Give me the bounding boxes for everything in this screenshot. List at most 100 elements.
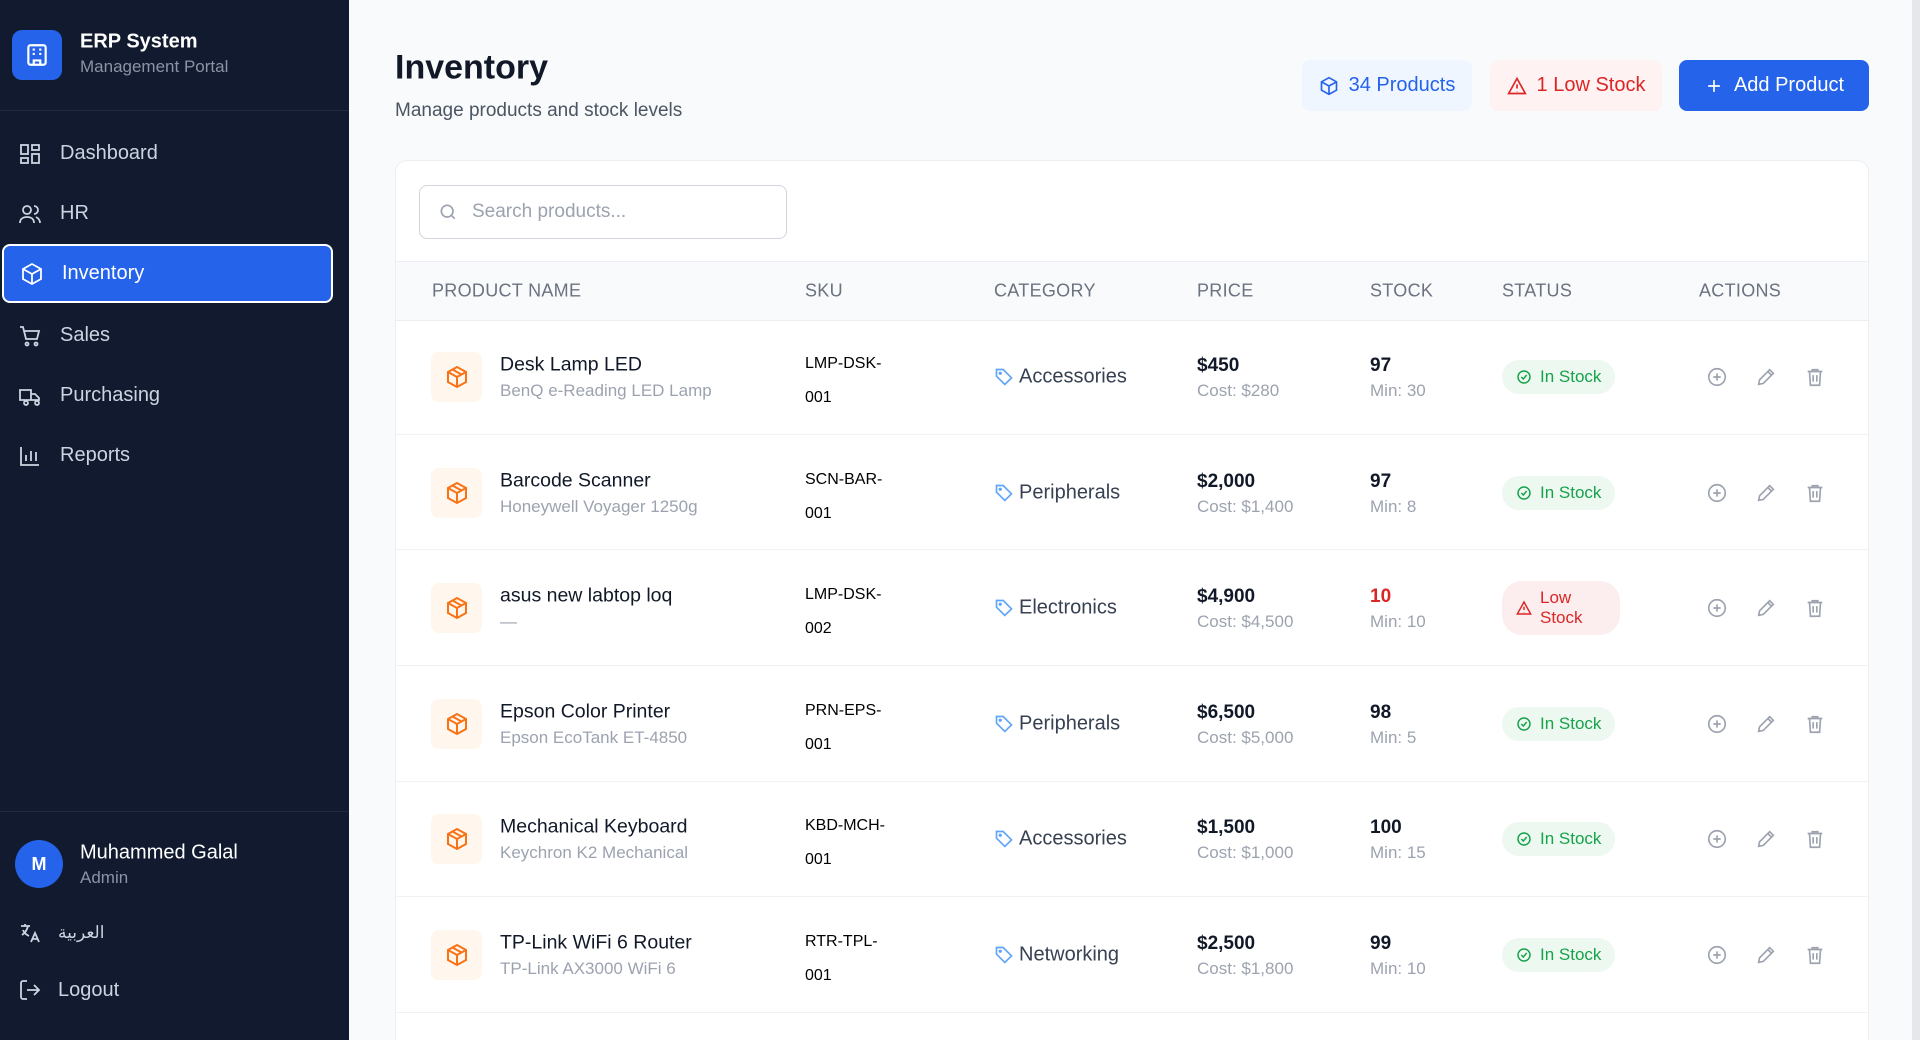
- sku: 001: [805, 967, 832, 984]
- table-row: [396, 550, 1868, 666]
- search-box[interactable]: Search products...: [419, 185, 787, 239]
- logo: [12, 30, 62, 80]
- brand-title: ERP System: [80, 30, 198, 53]
- product-icon: [431, 930, 482, 980]
- product-icon: [431, 583, 482, 634]
- add-stock-button[interactable]: [1706, 482, 1728, 509]
- sku: LMP-DSK-: [805, 355, 882, 372]
- category-icon: [994, 367, 1014, 392]
- search-placeholder: Search products...: [472, 201, 627, 222]
- column-header: PRICE: [1197, 280, 1254, 301]
- sku: 001: [805, 851, 832, 869]
- scrollbar: [1912, 0, 1920, 1040]
- product-icon: [431, 698, 482, 749]
- edit-button[interactable]: [1755, 944, 1777, 971]
- edit-button[interactable]: [1755, 366, 1777, 393]
- cost: Cost: $1,800: [1197, 959, 1294, 978]
- edit-button[interactable]: [1755, 597, 1777, 624]
- sku: PRN-EPS-: [805, 701, 882, 719]
- delete-button[interactable]: [1804, 597, 1826, 624]
- table-row: [396, 666, 1868, 782]
- nav-item[interactable]: Inventory: [2, 244, 333, 303]
- product-description: Honeywell Voyager 1250g: [500, 496, 698, 516]
- category: Accessories: [1019, 365, 1127, 388]
- products-count: 34 Products: [1348, 74, 1456, 96]
- user-role: Admin: [80, 868, 129, 887]
- price: $2,500: [1197, 933, 1256, 954]
- status-label: In Stock: [1540, 945, 1602, 964]
- price: $2,000: [1197, 470, 1256, 492]
- add-stock-button[interactable]: [1706, 366, 1728, 393]
- product-description: TP-Link AX3000 WiFi 6: [500, 959, 676, 978]
- delete-button[interactable]: [1804, 366, 1826, 393]
- product-icon: [431, 814, 482, 865]
- nav-item[interactable]: Reports: [2, 426, 333, 485]
- status-badge: In Stock: [1502, 938, 1616, 972]
- add-product-button[interactable]: Add Product: [1679, 60, 1869, 111]
- sku: KBD-MCH-: [805, 817, 885, 835]
- logout-label: Logout: [58, 978, 120, 1001]
- stock-min: Min: 10: [1370, 612, 1426, 632]
- add-stock-button[interactable]: [1706, 828, 1728, 855]
- stock: 98: [1370, 701, 1392, 723]
- category: Electronics: [1019, 596, 1117, 619]
- stock: 97: [1370, 470, 1392, 492]
- nav-item[interactable]: HR: [2, 184, 333, 243]
- edit-button[interactable]: [1755, 828, 1777, 855]
- category-icon: [994, 483, 1014, 508]
- category-icon: [994, 714, 1014, 739]
- sku: 001: [805, 735, 832, 753]
- nav-label: Reports: [60, 444, 131, 466]
- price: $6,500: [1197, 701, 1256, 723]
- delete-button[interactable]: [1804, 828, 1826, 855]
- status-badge: In Stock: [1502, 706, 1616, 741]
- cost: Cost: $5,000: [1197, 727, 1294, 747]
- add-product-label: Add Product: [1733, 74, 1845, 96]
- stock-min: Min: 15: [1370, 843, 1426, 863]
- product-icon: [431, 352, 482, 402]
- status-badge: In Stock: [1502, 475, 1616, 510]
- divider: [0, 811, 349, 812]
- products-badge: 34 Products: [1302, 60, 1472, 111]
- category: Accessories: [1019, 827, 1127, 850]
- edit-button[interactable]: [1755, 713, 1777, 740]
- nav-item[interactable]: Purchasing: [2, 366, 333, 425]
- add-stock-button[interactable]: [1706, 597, 1728, 624]
- status-label: In Stock: [1540, 367, 1602, 386]
- add-stock-button[interactable]: [1706, 713, 1728, 740]
- status-label: In Stock: [1540, 829, 1602, 849]
- product-name: TP-Link WiFi 6 Router: [500, 931, 692, 954]
- product-name: Mechanical Keyboard: [500, 815, 688, 838]
- nav-item[interactable]: Sales: [2, 306, 333, 365]
- language-label: العربية: [58, 923, 105, 942]
- table-card: Search products... PRODUCT NAME SKU CATEGO…: [395, 160, 1869, 1040]
- sku: SCN-BAR-: [805, 470, 883, 488]
- nav-label: Sales: [60, 324, 111, 346]
- price: $1,500: [1197, 817, 1256, 839]
- category: Peripherals: [1019, 481, 1121, 504]
- add-stock-button[interactable]: [1706, 944, 1728, 971]
- sku: LMP-DSK-: [805, 586, 882, 604]
- delete-button[interactable]: [1804, 713, 1826, 740]
- delete-button[interactable]: [1804, 944, 1826, 971]
- column-header: SKU: [805, 280, 843, 301]
- column-header: ACTIONS: [1699, 280, 1782, 301]
- edit-button[interactable]: [1755, 482, 1777, 509]
- stock: 100: [1370, 817, 1402, 839]
- product-name: asus new labtop loq: [500, 584, 673, 607]
- cost: Cost: $280: [1197, 381, 1280, 400]
- category: Peripherals: [1019, 712, 1121, 735]
- cost: Cost: $1,000: [1197, 843, 1294, 863]
- page-title: Inventory: [395, 48, 549, 87]
- delete-button[interactable]: [1804, 482, 1826, 509]
- category-icon: [994, 829, 1014, 854]
- stock: 97: [1370, 355, 1392, 376]
- nav-label: Purchasing: [60, 384, 161, 406]
- logout[interactable]: Logout: [18, 978, 119, 1002]
- nav-item[interactable]: Dashboard: [2, 124, 333, 183]
- brand-subtitle: Management Portal: [80, 57, 229, 76]
- language-toggle[interactable]: العربية: [18, 921, 104, 945]
- table-row: [396, 782, 1868, 898]
- product-description: Epson EcoTank ET-4850: [500, 727, 688, 747]
